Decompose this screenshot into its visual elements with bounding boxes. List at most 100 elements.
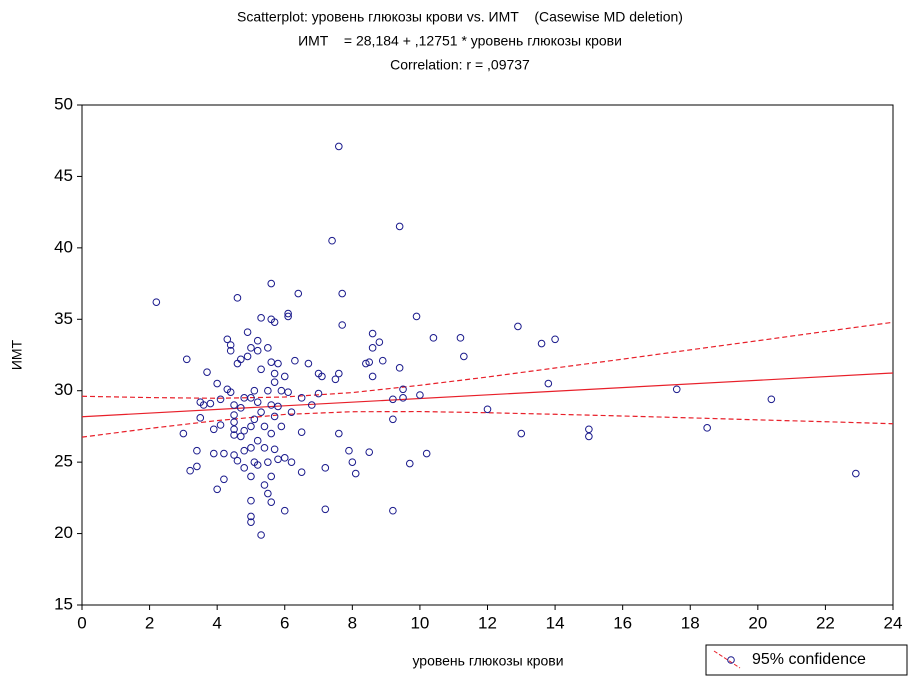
point	[338, 321, 346, 329]
x-tick-label: 0	[77, 613, 86, 632]
point	[537, 339, 546, 348]
chart-subtitle: ИМТ = 28,184 + ,12751 * уровень глюкозы …	[298, 33, 622, 49]
point	[223, 335, 232, 344]
point	[378, 356, 387, 365]
point	[267, 472, 276, 481]
y-tick-label: 25	[54, 452, 73, 471]
point	[257, 408, 265, 416]
point	[267, 279, 276, 288]
point	[321, 464, 330, 472]
point	[226, 388, 235, 396]
chart-title: Scatterplot: уровень глюкозы крови vs. И…	[237, 9, 683, 25]
point	[209, 425, 218, 434]
point	[456, 334, 465, 342]
legend-marker	[727, 656, 735, 664]
point	[213, 379, 221, 388]
x-tick-label: 20	[748, 613, 767, 632]
point	[257, 365, 265, 374]
point	[375, 338, 384, 346]
confidence-band	[81, 321, 894, 399]
point	[257, 531, 265, 539]
point	[247, 496, 255, 505]
point	[335, 142, 343, 151]
point	[348, 458, 357, 466]
point	[335, 369, 343, 378]
x-tick-label: 8	[348, 613, 357, 632]
point	[277, 386, 286, 395]
point	[284, 388, 292, 396]
point	[287, 458, 296, 466]
point	[284, 312, 292, 321]
y-tick-label: 30	[54, 380, 73, 399]
y-tick-label: 35	[54, 309, 73, 328]
point	[267, 429, 276, 438]
point	[247, 518, 255, 526]
point	[389, 395, 397, 404]
point	[314, 389, 323, 398]
point	[304, 359, 313, 368]
point	[585, 432, 593, 441]
point	[362, 359, 370, 368]
y-tick-label: 50	[54, 94, 73, 113]
point	[399, 394, 407, 402]
point	[250, 386, 259, 395]
point	[233, 456, 242, 465]
point	[307, 401, 316, 409]
x-tick-label: 14	[546, 613, 565, 632]
point	[368, 372, 377, 381]
point	[257, 314, 265, 322]
x-tick-label: 4	[212, 613, 221, 632]
point	[483, 405, 492, 414]
point	[152, 298, 161, 306]
point	[247, 472, 255, 481]
y-tick-label: 20	[54, 523, 73, 542]
point	[291, 356, 299, 365]
point	[209, 449, 218, 458]
point	[284, 309, 292, 318]
plot-frame	[81, 104, 894, 606]
point	[226, 346, 235, 355]
point	[365, 448, 374, 456]
point	[297, 428, 306, 436]
point	[287, 408, 296, 416]
point	[243, 352, 252, 361]
point	[368, 344, 377, 352]
point	[264, 344, 272, 352]
legend-box	[705, 644, 908, 676]
y-tick-label: 15	[54, 594, 73, 613]
point	[267, 498, 276, 506]
point	[203, 368, 211, 376]
point	[270, 369, 279, 378]
x-tick-label: 16	[613, 613, 632, 632]
point	[264, 458, 272, 466]
point	[270, 378, 279, 386]
point	[274, 402, 282, 411]
x-tick-label: 22	[816, 613, 835, 632]
point	[233, 294, 242, 302]
point	[240, 426, 248, 435]
point	[270, 445, 279, 454]
point	[206, 399, 215, 408]
point	[277, 422, 286, 431]
point	[213, 485, 221, 494]
point	[216, 421, 225, 429]
point	[226, 341, 235, 349]
x-tick-label: 10	[410, 613, 429, 632]
point	[247, 394, 255, 402]
point	[852, 469, 860, 478]
annotation: Correlation: r = ,09737	[390, 57, 530, 73]
point	[267, 358, 276, 366]
point	[395, 222, 404, 231]
point	[220, 449, 228, 458]
point	[247, 422, 255, 431]
point	[544, 379, 553, 388]
point	[247, 344, 255, 352]
point	[230, 411, 238, 419]
point	[253, 461, 262, 469]
point	[335, 429, 343, 438]
point	[280, 372, 289, 381]
point	[274, 359, 282, 368]
point	[294, 289, 303, 298]
point	[230, 451, 238, 459]
